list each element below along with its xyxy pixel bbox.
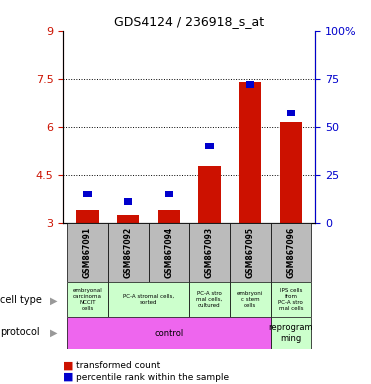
Bar	[280, 122, 302, 223]
Bar	[83, 191, 92, 197]
Bar	[165, 191, 173, 197]
Bar	[189, 223, 230, 282]
Bar	[148, 223, 189, 282]
Bar	[239, 82, 262, 223]
Text: GSM867096: GSM867096	[286, 227, 295, 278]
Bar	[67, 317, 270, 349]
Bar	[287, 110, 295, 116]
Bar	[206, 143, 214, 149]
Text: GSM867095: GSM867095	[246, 227, 255, 278]
Bar	[108, 223, 148, 282]
Text: GSM867092: GSM867092	[124, 227, 133, 278]
Bar	[270, 223, 311, 282]
Text: GSM867094: GSM867094	[164, 227, 173, 278]
Text: transformed count: transformed count	[76, 361, 160, 370]
Text: cell type: cell type	[0, 295, 42, 305]
Bar	[158, 210, 180, 223]
Text: ■: ■	[63, 372, 73, 382]
Text: ▶: ▶	[50, 328, 58, 338]
Text: IPS cells
from
PC-A stro
mal cells: IPS cells from PC-A stro mal cells	[279, 288, 303, 311]
Text: PC-A stromal cells,
sorted: PC-A stromal cells, sorted	[123, 294, 174, 305]
Bar	[230, 223, 270, 282]
Text: GSM867093: GSM867093	[205, 227, 214, 278]
Text: embryonal
carcinoma
NCCIT
cells: embryonal carcinoma NCCIT cells	[73, 288, 102, 311]
Bar	[270, 282, 311, 317]
Bar	[117, 215, 139, 223]
Title: GDS4124 / 236918_s_at: GDS4124 / 236918_s_at	[114, 15, 264, 28]
Bar	[230, 282, 270, 317]
Bar	[67, 282, 108, 317]
Text: protocol: protocol	[0, 327, 40, 337]
Text: embryoni
c stem
cells: embryoni c stem cells	[237, 291, 263, 308]
Text: ▶: ▶	[50, 295, 58, 305]
Bar	[124, 199, 132, 205]
Bar	[108, 282, 189, 317]
Text: percentile rank within the sample: percentile rank within the sample	[76, 372, 229, 382]
Bar	[198, 166, 221, 223]
Text: reprogram
ming: reprogram ming	[269, 323, 313, 343]
Text: control: control	[154, 329, 184, 338]
Bar	[246, 81, 254, 88]
Bar	[270, 317, 311, 349]
Text: GSM867091: GSM867091	[83, 227, 92, 278]
Text: ■: ■	[63, 361, 73, 371]
Bar	[67, 223, 108, 282]
Text: PC-A stro
mal cells,
cultured: PC-A stro mal cells, cultured	[196, 291, 223, 308]
Bar	[76, 210, 99, 223]
Bar	[189, 282, 230, 317]
